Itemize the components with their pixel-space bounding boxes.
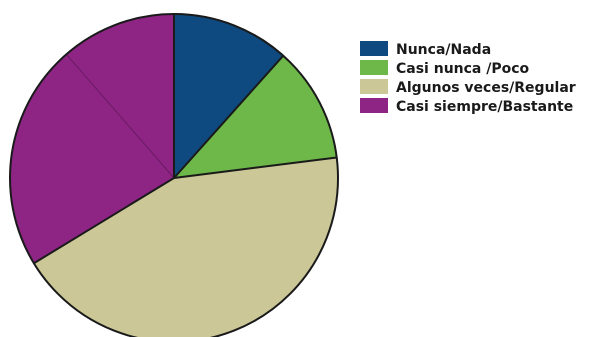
legend-swatch-casi-nunca-poco [360, 60, 388, 75]
chart-legend: Nunca/Nada Casi nunca /Poco Algunos veces/… [360, 41, 576, 115]
pie-slice-casi-nunca-poco [174, 55, 337, 178]
pie-slice-algunos-veces-regular [33, 157, 339, 337]
legend-label-nunca-nada: Nunca/Nada [396, 42, 491, 58]
legend-swatch-nunca-nada [360, 41, 388, 56]
legend-label-algunos-veces-regular: Algunos veces/Regular [396, 80, 576, 96]
legend-swatch-algunos-veces-regular [360, 79, 388, 94]
pie-slice-boundary [33, 177, 175, 265]
pie-slice-nunca-nada [174, 14, 284, 178]
legend-swatch-casi-siempre-bastante [360, 98, 388, 113]
pie-outline [9, 13, 339, 337]
legend-label-casi-siempre-bastante: Casi siempre/Bastante [396, 99, 573, 115]
pie-slice-boundary [173, 55, 284, 179]
pie-slices [9, 13, 339, 337]
pie-slice-casi-siempre-bastante [10, 14, 175, 264]
pie-slice-boundary [173, 156, 337, 179]
pie-sub-divider [65, 53, 175, 179]
legend-label-casi-nunca-poco: Casi nunca /Poco [396, 61, 530, 77]
